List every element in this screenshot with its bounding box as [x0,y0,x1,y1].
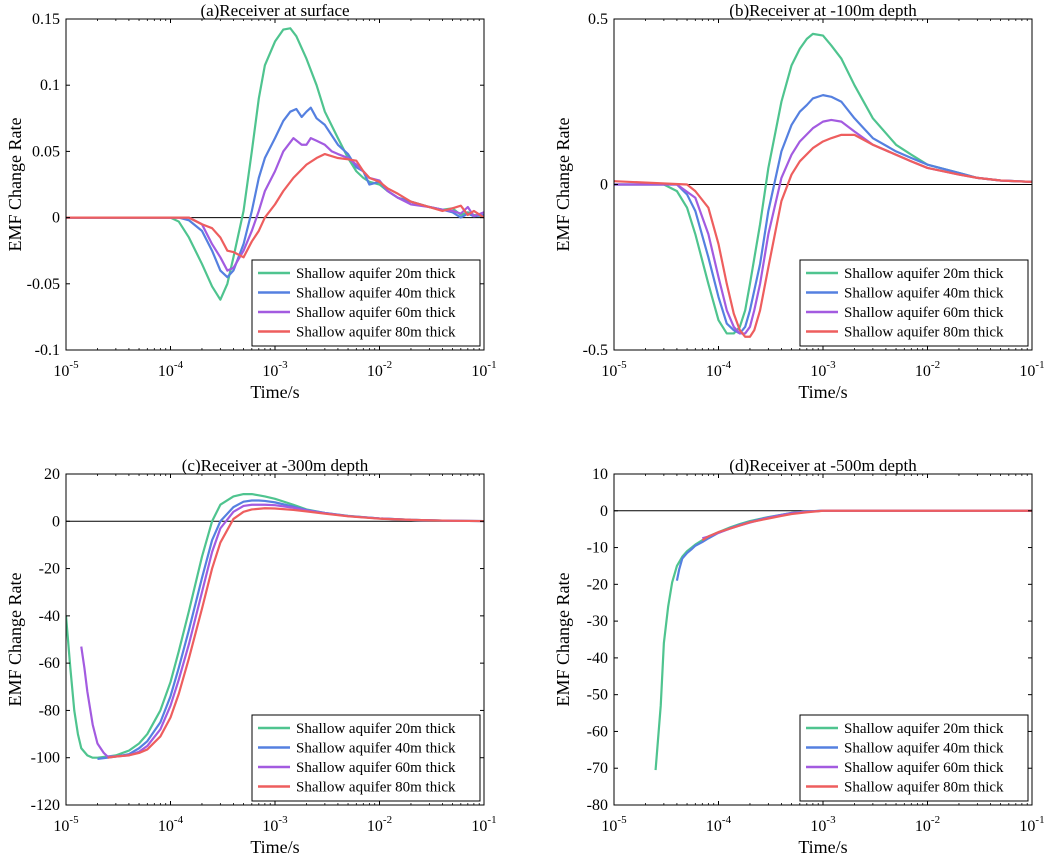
y-tick-label: 0 [52,513,60,530]
x-tick-label: 10-2 [915,814,940,835]
x-tick-label: 10-5 [53,359,79,380]
y-tick-label: 10 [592,466,608,483]
legend-label: Shallow aquifer 80m thick [844,780,1004,796]
series-line-1 [614,94,1032,335]
legend-label: Shallow aquifer 60m thick [296,305,456,321]
series-group [66,493,484,760]
y-tick-label: 0.05 [32,143,60,160]
y-tick-label: -40 [587,650,608,667]
y-tick-label: -100 [31,750,60,767]
y-tick-label: 0 [52,210,60,227]
legend-label: Shallow aquifer 40m thick [844,741,1004,757]
legend: Shallow aquifer 20m thick Shallow aquifer… [251,714,481,802]
legend-label: Shallow aquifer 20m thick [296,266,456,282]
x-tick-label: 10-1 [471,359,496,380]
x-tick-label: 10-3 [262,359,288,380]
chart-panel-2: 10-5 10-4 10-3 10-2 10-1 -120 -100 -80 -60 -40 -20… [5,456,497,857]
legend-label: Shallow aquifer 40m thick [844,286,1004,302]
chart-panel-3: 10-5 10-4 10-3 10-2 10-1 -80 -70 -60 -50 -40 -30 -2… [553,456,1045,857]
series-line-3 [614,133,1032,338]
x-tick-label: 10-3 [810,814,836,835]
series-group [654,509,1032,771]
y-tick-label: -0.05 [27,276,60,293]
y-tick-label: 20 [44,466,60,483]
x-tick-label: 10-4 [158,814,184,835]
x-axis-label: Time/s [250,382,299,402]
series-line-3 [107,507,484,759]
legend-label: Shallow aquifer 40m thick [296,286,456,302]
x-tick-label: 10-4 [706,359,732,380]
x-axis-label: Time/s [798,837,847,857]
y-tick-label: -0.1 [35,342,60,359]
y-tick-label: -20 [587,576,608,593]
series-line-3 [66,152,484,259]
y-tick-label: 0.1 [40,77,60,94]
x-axis-label: Time/s [798,382,847,402]
legend-label: Shallow aquifer 20m thick [844,721,1004,737]
y-tick-label: -80 [587,797,608,814]
y-tick-label: -70 [587,760,608,777]
y-tick-label: -30 [587,613,608,630]
x-tick-label: 10-1 [1019,814,1044,835]
series-group [614,32,1032,338]
legend-label: Shallow aquifer 20m thick [844,266,1004,282]
legend-label: Shallow aquifer 60m thick [296,760,456,776]
x-tick-label: 10-4 [158,359,184,380]
legend: Shallow aquifer 20m thick Shallow aquifer… [799,259,1029,347]
y-axis-label: EMF Change Rate [5,118,25,252]
x-tick-label: 10-3 [810,359,836,380]
chart-title: (d)Receiver at -500m depth [729,456,917,475]
legend-label: Shallow aquifer 40m thick [296,741,456,757]
chart-panel-0: 10-5 10-4 10-3 10-2 10-1 -0.1 -0.05 0 0.05 0.1 0.1… [5,1,497,402]
chart-title: (a)Receiver at surface [200,1,349,20]
x-tick-label: 10-2 [915,359,940,380]
chart-title: (c)Receiver at -300m depth [182,456,369,475]
legend-label: Shallow aquifer 80m thick [296,325,456,341]
x-tick-label: 10-3 [262,814,288,835]
x-tick-label: 10-2 [367,814,392,835]
series-line-3 [701,509,1032,542]
chart-title: (b)Receiver at -100m depth [729,1,917,20]
y-tick-label: -120 [31,797,60,814]
y-tick-label: 0.15 [32,11,60,28]
legend-label: Shallow aquifer 60m thick [844,305,1004,321]
legend-label: Shallow aquifer 60m thick [844,760,1004,776]
y-tick-label: -60 [587,723,608,740]
x-tick-label: 10-1 [471,814,496,835]
x-tick-label: 10-1 [1019,359,1044,380]
y-tick-label: 0.5 [588,11,608,28]
y-tick-label: -80 [39,702,60,719]
y-axis-label: EMF Change Rate [553,573,573,707]
x-tick-label: 10-2 [367,359,392,380]
y-tick-label: -60 [39,655,60,672]
x-tick-label: 10-4 [706,814,732,835]
y-axis-label: EMF Change Rate [553,118,573,252]
legend: Shallow aquifer 20m thick Shallow aquifer… [799,714,1029,802]
x-tick-label: 10-5 [53,814,79,835]
y-tick-label: -0.5 [583,342,608,359]
y-tick-label: -20 [39,561,60,578]
series-group [66,27,484,301]
x-axis-label: Time/s [250,837,299,857]
y-axis-label: EMF Change Rate [5,573,25,707]
y-tick-label: 0 [600,177,608,194]
y-tick-label: -40 [39,608,60,625]
y-tick-label: -50 [587,687,608,704]
chart-panel-1: 10-5 10-4 10-3 10-2 10-1 -0.5 0 0.5 (b)Receiver … [553,1,1045,402]
y-tick-label: 0 [600,503,608,520]
x-tick-label: 10-5 [601,359,627,380]
legend-label: Shallow aquifer 80m thick [844,325,1004,341]
legend-label: Shallow aquifer 20m thick [296,721,456,737]
series-line-0 [614,32,1032,335]
legend: Shallow aquifer 20m thick Shallow aquifer… [251,259,481,347]
legend-label: Shallow aquifer 80m thick [296,780,456,796]
y-tick-label: -10 [587,540,608,557]
x-tick-label: 10-5 [601,814,627,835]
